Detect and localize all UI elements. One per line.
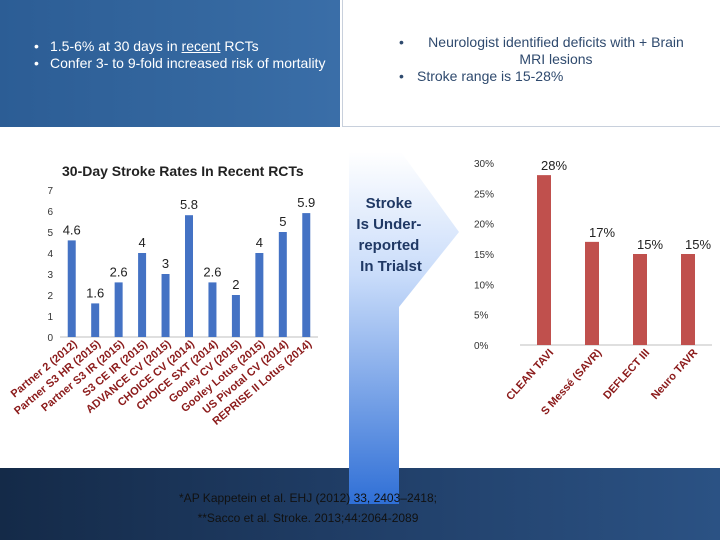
left-stroke-rate-chart: 30-Day Stroke Rates In Recent RCTs 01234… bbox=[9, 163, 318, 428]
right-y-tick-label: 30% bbox=[474, 159, 494, 170]
right-x-tick-label: DEFLECT III bbox=[601, 347, 652, 402]
left-y-tick-label: 2 bbox=[47, 291, 53, 302]
right-bullet-1: Neurologist identified deficits with + B… bbox=[395, 34, 695, 68]
left-data-label: 3 bbox=[162, 256, 169, 271]
right-bar bbox=[681, 254, 695, 345]
left-y-tick-label: 1 bbox=[47, 312, 53, 323]
right-y-tick-label: 20% bbox=[474, 220, 494, 231]
right-y-axis: 0% 5% 10% 15% 20% 25% 30% bbox=[474, 159, 712, 352]
citation-2: **Sacco et al. Stroke. 2013;44:2064-2089 bbox=[197, 511, 419, 525]
left-y-tick-label: 6 bbox=[47, 207, 53, 218]
arrow-label: Stroke Is Under- reported In Trialst bbox=[356, 195, 425, 275]
left-data-label: 4 bbox=[138, 235, 145, 250]
right-y-tick-label: 15% bbox=[474, 250, 494, 261]
left-y-tick-label: 5 bbox=[47, 228, 53, 239]
right-data-label: 15% bbox=[637, 237, 663, 252]
top-left-bullets: 1.5-6% at 30 days in recent RCTs Confer … bbox=[30, 38, 330, 72]
right-y-tick-label: 0% bbox=[474, 341, 489, 352]
right-y-tick-label: 25% bbox=[474, 189, 494, 200]
left-bar bbox=[161, 274, 170, 337]
top-left-panel: 1.5-6% at 30 days in recent RCTs Confer … bbox=[0, 0, 340, 127]
right-bar bbox=[585, 241, 599, 345]
right-bars: 28% 17% 15% 15% bbox=[537, 158, 711, 345]
underreported-arrow: Stroke Is Under- reported In Trialst bbox=[349, 152, 459, 504]
top-right-bullets: Neurologist identified deficits with + B… bbox=[395, 34, 695, 85]
left-bar bbox=[231, 295, 240, 337]
citations: *AP Kappetein et al. EHJ (2012) 33, 2403… bbox=[118, 488, 498, 528]
right-data-label: 28% bbox=[541, 158, 567, 173]
citation-1: *AP Kappetein et al. EHJ (2012) 33, 2403… bbox=[179, 491, 437, 505]
left-y-tick-label: 0 bbox=[47, 333, 53, 344]
left-bullet-1: 1.5-6% at 30 days in recent RCTs bbox=[30, 38, 330, 55]
left-y-tick-label: 3 bbox=[47, 270, 53, 281]
left-data-label: 4.6 bbox=[63, 222, 81, 237]
left-bar bbox=[138, 253, 147, 337]
left-chart-title: 30-Day Stroke Rates In Recent RCTs bbox=[62, 163, 304, 179]
left-data-label: 4 bbox=[256, 235, 263, 250]
left-x-labels: Partner 2 (2012)Partner S3 HR (2015)Part… bbox=[9, 338, 315, 428]
left-bar bbox=[255, 253, 264, 337]
left-bar bbox=[302, 213, 311, 337]
right-bar bbox=[537, 175, 551, 345]
left-data-label: 5.8 bbox=[180, 197, 198, 212]
left-y-tick-label: 7 bbox=[47, 186, 53, 197]
arrow-shape bbox=[349, 152, 459, 504]
right-bar bbox=[633, 254, 647, 345]
recent-link-text: recent bbox=[181, 38, 221, 54]
right-y-tick-label: 5% bbox=[474, 311, 489, 322]
left-bars: 4.6 1.6 2.6 4 3 5.8 2.6 2 4 5 5.9 bbox=[63, 195, 315, 337]
left-data-label: 5 bbox=[279, 214, 286, 229]
right-data-label: 17% bbox=[589, 225, 615, 240]
left-bar bbox=[208, 282, 217, 337]
right-bullet-2: Stroke range is 15-28% bbox=[395, 68, 695, 85]
left-data-label: 2.6 bbox=[203, 264, 221, 279]
right-stroke-rate-chart: 0% 5% 10% 15% 20% 25% 30% 28% 17% 15% 15% CLEAN T… bbox=[474, 158, 712, 418]
left-y-tick-label: 4 bbox=[47, 249, 53, 260]
left-bar bbox=[67, 240, 76, 337]
left-data-label: 2 bbox=[232, 277, 239, 292]
left-bar bbox=[278, 232, 287, 337]
left-data-label: 5.9 bbox=[297, 195, 315, 210]
left-data-label: 1.6 bbox=[86, 285, 104, 300]
left-data-label: 2.6 bbox=[110, 264, 128, 279]
left-bar bbox=[114, 282, 123, 337]
right-y-tick-label: 10% bbox=[474, 280, 494, 291]
left-bar bbox=[91, 303, 100, 337]
right-x-tick-label: CLEAN TAVI bbox=[504, 347, 556, 403]
right-data-label: 15% bbox=[685, 237, 711, 252]
right-x-tick-label: Neuro TAVR bbox=[649, 347, 700, 402]
left-bar bbox=[185, 215, 193, 337]
left-bullet-2: Confer 3- to 9-fold increased risk of mo… bbox=[30, 55, 330, 72]
